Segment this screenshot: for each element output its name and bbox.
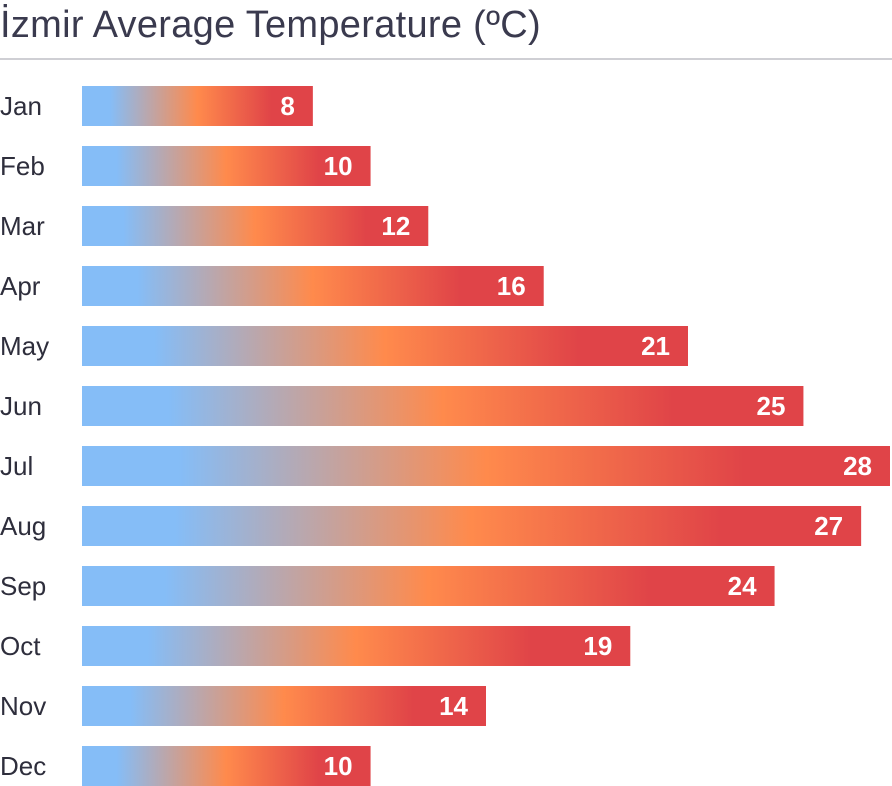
value-label-jun: 25 — [757, 391, 786, 421]
bar-oct — [82, 626, 631, 666]
category-label-jan: Jan — [0, 91, 42, 121]
bar-mar — [82, 206, 429, 246]
category-label-nov: Nov — [0, 691, 46, 721]
bar-feb — [82, 146, 371, 186]
title-divider — [0, 58, 892, 60]
category-label-jul: Jul — [0, 451, 33, 481]
value-label-aug: 27 — [814, 511, 843, 541]
bar-aug — [82, 506, 862, 546]
bar-jul — [82, 446, 890, 486]
bar-jun — [82, 386, 804, 426]
value-label-apr: 16 — [497, 271, 526, 301]
value-label-nov: 14 — [439, 691, 468, 721]
bar-nov — [82, 686, 486, 726]
value-label-jul: 28 — [843, 451, 872, 481]
category-label-aug: Aug — [0, 511, 46, 541]
bar-apr — [82, 266, 544, 306]
bar-layer: Jan 8 Feb 10 Mar 12 Apr 16 May 21 Jun 25 Jul 28 Aug 27 S… — [0, 86, 890, 786]
value-label-sep: 24 — [728, 571, 757, 601]
bar-dec — [82, 746, 371, 786]
value-label-feb: 10 — [324, 151, 353, 181]
category-label-feb: Feb — [0, 151, 45, 181]
bar-jan — [82, 86, 313, 126]
category-label-dec: Dec — [0, 751, 46, 781]
value-label-dec: 10 — [324, 751, 353, 781]
bar-sep — [82, 566, 775, 606]
category-label-oct: Oct — [0, 631, 41, 661]
category-label-mar: Mar — [0, 211, 45, 241]
value-label-mar: 12 — [381, 211, 410, 241]
value-label-may: 21 — [641, 331, 670, 361]
category-label-sep: Sep — [0, 571, 46, 601]
chart-title: İzmir Average Temperature (ºC) — [0, 4, 541, 46]
bar-may — [82, 326, 688, 366]
value-label-jan: 8 — [280, 91, 294, 121]
category-label-apr: Apr — [0, 271, 41, 301]
category-label-may: May — [0, 331, 49, 361]
value-label-oct: 19 — [583, 631, 612, 661]
category-label-jun: Jun — [0, 391, 42, 421]
